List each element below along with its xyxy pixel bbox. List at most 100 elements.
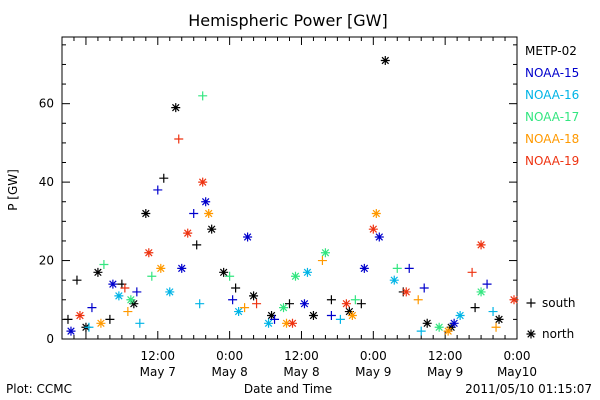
data-point-noaa-16-south [488,307,498,317]
data-point-noaa-19-north [476,240,486,250]
data-point-noaa-16-north [114,291,124,301]
data-point-noaa-15-south [132,287,142,297]
data-markers [63,56,519,336]
data-point-metp-02-south [326,295,336,305]
data-point-noaa-16-south [195,299,205,309]
data-point-noaa-15-south [482,279,492,289]
data-point-metp-02-north [93,267,103,277]
data-point-noaa-18-north [282,318,292,328]
data-point-noaa-17-south [350,295,360,305]
y-tick-label: 60 [39,97,54,111]
data-point-noaa-17-south [99,259,109,269]
data-point-noaa-16-north [302,267,312,277]
data-point-noaa-17-south [225,271,235,281]
data-point-noaa-16-south [416,326,426,336]
data-point-noaa-19-south [467,267,477,277]
data-point-noaa-16-north [264,318,274,328]
data-point-metp-02-south [105,314,115,324]
data-point-noaa-19-north [183,228,193,238]
data-point-noaa-15-north [66,326,76,336]
data-point-noaa-18-south [491,322,501,332]
data-point-noaa-19-north [401,287,411,297]
legend-marker-south [526,298,536,308]
y-axis-label: P [GW] [6,169,20,211]
plot-credit: Plot: CCMC [6,382,72,396]
data-point-noaa-15-south [153,185,163,195]
data-point-metp-02-north [219,267,229,277]
data-point-noaa-17-south [147,271,157,281]
data-point-noaa-15-north [449,318,459,328]
data-point-noaa-19-south [252,299,262,309]
data-point-noaa-18-north [371,208,381,218]
data-point-noaa-19-north [144,248,154,258]
data-point-noaa-19-north [75,310,85,320]
data-point-noaa-17-north [290,271,300,281]
x-tick-label: 0:00 [504,349,531,363]
data-point-noaa-15-south [419,283,429,293]
data-point-noaa-19-south [174,134,184,144]
x-axis-label: Date and Time [244,382,332,396]
data-point-metp-02-north [494,314,504,324]
data-point-noaa-16-south [84,322,94,332]
data-point-noaa-18-north [96,318,106,328]
x-tick-sublabel: May 7 [140,365,176,379]
data-point-noaa-18-north [204,208,214,218]
y-axis-ticks: 0 20 40 60 [39,44,517,346]
legend-entry: NOAA-18 [525,132,579,146]
data-point-noaa-15-north [201,197,211,207]
marker-legend: south north [526,296,576,341]
x-tick-label: 12:00 [428,349,463,363]
x-tick-label: 0:00 [360,349,387,363]
series-legend: METP-02 NOAA-15 NOAA-16 NOAA-17 NOAA-18 NOAA-… [525,44,579,168]
data-point-noaa-18-south [123,307,133,317]
data-point-noaa-17-north [320,248,330,258]
data-point-metp-02-north [267,310,277,320]
legend-entry: NOAA-19 [525,154,579,168]
data-point-noaa-15-south [270,314,280,324]
plot-frame [61,36,518,340]
legend-entry: NOAA-16 [525,88,579,102]
data-point-noaa-18-south [240,303,250,313]
x-tick-sublabel: May 9 [355,365,391,379]
data-point-noaa-17-north [434,322,444,332]
data-point-noaa-15-north [299,299,309,309]
data-point-noaa-17-south [198,91,208,101]
y-tick-label: 40 [39,175,54,189]
data-point-noaa-18-north [443,326,453,336]
data-point-metp-02-north [446,322,456,332]
x-tick-label: 12:00 [140,349,175,363]
plot-timestamp: 2011/05/10 01:15:07 [465,382,592,396]
data-point-noaa-16-south [335,314,345,324]
legend-entry: NOAA-17 [525,110,579,124]
data-point-metp-02-south [356,299,366,309]
data-point-noaa-19-north [198,177,208,187]
data-point-noaa-17-north [126,295,136,305]
data-point-noaa-18-north [347,310,357,320]
data-point-metp-02-north [422,318,432,328]
data-point-metp-02-south [192,240,202,250]
y-tick-label: 0 [46,332,54,346]
data-point-metp-02-south [159,173,169,183]
data-point-noaa-17-south [392,263,402,273]
data-point-noaa-15-south [326,310,336,320]
data-point-noaa-16-north [455,310,465,320]
chart-title: Hemispheric Power [GW] [188,11,387,30]
data-point-noaa-19-north [341,299,351,309]
data-point-metp-02-south [72,275,82,285]
data-point-metp-02-north [141,208,151,218]
data-point-noaa-15-north [359,263,369,273]
legend-marker-label: south [542,296,576,310]
data-point-metp-02-north [344,307,354,317]
legend-marker-north [526,329,536,339]
x-tick-sublabel: May 8 [283,365,319,379]
data-point-noaa-15-north [108,279,118,289]
x-tick-label: 12:00 [284,349,319,363]
data-point-noaa-17-north [279,303,289,313]
data-point-metp-02-north [380,56,390,66]
data-point-noaa-19-north [509,295,519,305]
data-point-metp-02-north [249,291,259,301]
data-point-metp-02-north [207,224,217,234]
data-point-noaa-19-north [287,318,297,328]
data-point-noaa-16-north [165,287,175,297]
y-tick-label: 20 [39,254,54,268]
